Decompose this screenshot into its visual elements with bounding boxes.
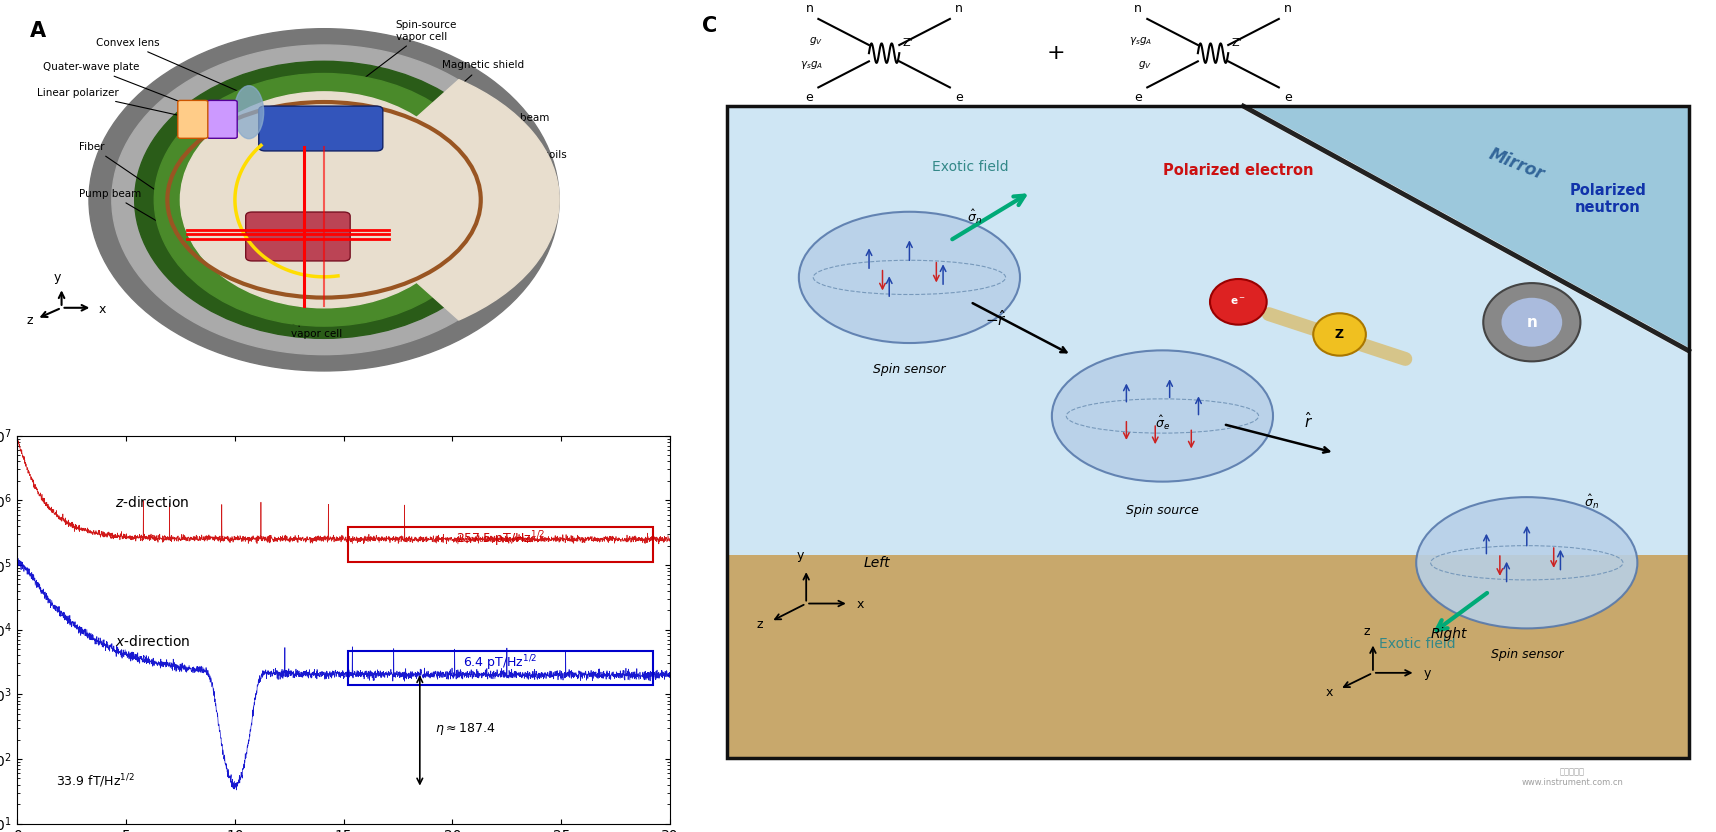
Text: n: n <box>1527 314 1538 329</box>
Text: x: x <box>856 597 865 611</box>
Ellipse shape <box>180 92 468 308</box>
Circle shape <box>1483 283 1580 361</box>
Text: $g_V$: $g_V$ <box>1138 59 1153 72</box>
Text: z: z <box>27 314 34 327</box>
Text: $\hat{\sigma}_n$: $\hat{\sigma}_n$ <box>968 208 982 226</box>
Circle shape <box>1313 314 1366 355</box>
FancyBboxPatch shape <box>259 106 383 151</box>
Text: Fiber: Fiber <box>79 141 194 216</box>
Circle shape <box>1502 298 1562 347</box>
Text: $x$-direction: $x$-direction <box>115 635 190 650</box>
Ellipse shape <box>89 28 559 371</box>
Text: +: + <box>1047 43 1066 63</box>
Text: Spin source: Spin source <box>1126 504 1199 518</box>
Text: n: n <box>956 2 963 15</box>
Text: e$^-$: e$^-$ <box>1230 296 1246 307</box>
Text: Convex lens: Convex lens <box>96 38 247 95</box>
Text: e: e <box>1284 92 1292 105</box>
Text: n: n <box>1284 2 1292 15</box>
Text: Spin sensor: Spin sensor <box>873 363 946 376</box>
Text: $-\hat{r}$: $-\hat{r}$ <box>985 310 1007 329</box>
Text: Exotic field: Exotic field <box>932 161 1009 175</box>
Text: x: x <box>1326 686 1333 699</box>
Circle shape <box>1210 279 1266 324</box>
Text: Polarized electron: Polarized electron <box>1163 163 1313 179</box>
Ellipse shape <box>1416 498 1637 628</box>
Text: $\hat{\sigma}_n$: $\hat{\sigma}_n$ <box>1584 493 1599 512</box>
Text: Spin-sensor
vapor cell: Spin-sensor vapor cell <box>292 261 353 339</box>
Text: Z': Z' <box>903 38 913 48</box>
Text: C: C <box>702 17 717 37</box>
Text: y: y <box>1424 667 1431 680</box>
Text: Pump beam: Pump beam <box>79 189 302 306</box>
Text: Exotic field: Exotic field <box>1380 637 1455 651</box>
Text: y: y <box>53 271 62 285</box>
FancyBboxPatch shape <box>245 212 350 261</box>
Text: Right: Right <box>1431 626 1467 641</box>
Text: 33.9 fT/Hz$^{1/2}$: 33.9 fT/Hz$^{1/2}$ <box>57 773 136 790</box>
Text: Helmholtz coils: Helmholtz coils <box>470 150 566 194</box>
Text: 257.5 pT/Hz$^{1/2}$: 257.5 pT/Hz$^{1/2}$ <box>456 529 546 549</box>
Text: n: n <box>1134 2 1143 15</box>
FancyBboxPatch shape <box>208 101 237 138</box>
Polygon shape <box>1244 106 1689 351</box>
Text: Polarized
neutron: Polarized neutron <box>1570 183 1646 215</box>
Text: Mirror: Mirror <box>1486 145 1548 184</box>
Ellipse shape <box>1052 350 1273 482</box>
Text: e: e <box>805 92 813 105</box>
Ellipse shape <box>112 45 537 354</box>
Text: e: e <box>1134 92 1143 105</box>
FancyBboxPatch shape <box>178 101 208 138</box>
Ellipse shape <box>235 86 264 139</box>
Ellipse shape <box>800 212 1019 343</box>
Wedge shape <box>324 80 559 320</box>
Text: $z$-direction: $z$-direction <box>115 494 189 509</box>
Text: 仪器信息网
www.instrument.com.cn: 仪器信息网 www.instrument.com.cn <box>1522 768 1623 787</box>
FancyBboxPatch shape <box>348 651 652 685</box>
Text: $\gamma_s g_A$: $\gamma_s g_A$ <box>1129 35 1153 47</box>
Text: e: e <box>956 92 963 105</box>
Text: z: z <box>1364 625 1369 637</box>
Text: $\hat{r}$: $\hat{r}$ <box>1304 411 1313 431</box>
Text: Spin-source
vapor cell: Spin-source vapor cell <box>329 20 456 105</box>
Text: Probe beam: Probe beam <box>410 113 549 230</box>
Text: Linear polarizer: Linear polarizer <box>36 88 189 118</box>
Text: Z: Z <box>1335 328 1344 341</box>
Text: x: x <box>100 304 106 316</box>
Text: Magnetic shield: Magnetic shield <box>441 61 523 100</box>
Ellipse shape <box>134 62 513 339</box>
Text: Quater-wave plate: Quater-wave plate <box>43 62 220 117</box>
Polygon shape <box>728 106 1689 555</box>
Text: Z': Z' <box>1232 38 1242 48</box>
Text: Spin sensor: Spin sensor <box>1491 648 1563 661</box>
Text: y: y <box>796 548 803 562</box>
Text: A: A <box>31 21 46 41</box>
Text: $\gamma_s g_A$: $\gamma_s g_A$ <box>800 59 824 72</box>
FancyBboxPatch shape <box>348 527 652 562</box>
Text: 6.4 pT/Hz$^{1/2}$: 6.4 pT/Hz$^{1/2}$ <box>463 654 537 673</box>
Text: n: n <box>805 2 813 15</box>
Text: $g_V$: $g_V$ <box>810 35 824 47</box>
Ellipse shape <box>154 73 494 326</box>
Text: Left: Left <box>863 556 891 570</box>
Text: $\eta\approx$187.4: $\eta\approx$187.4 <box>436 721 496 737</box>
Text: $\hat{\sigma}_e$: $\hat{\sigma}_e$ <box>1155 414 1170 432</box>
Text: z: z <box>757 618 764 631</box>
Polygon shape <box>728 555 1689 759</box>
